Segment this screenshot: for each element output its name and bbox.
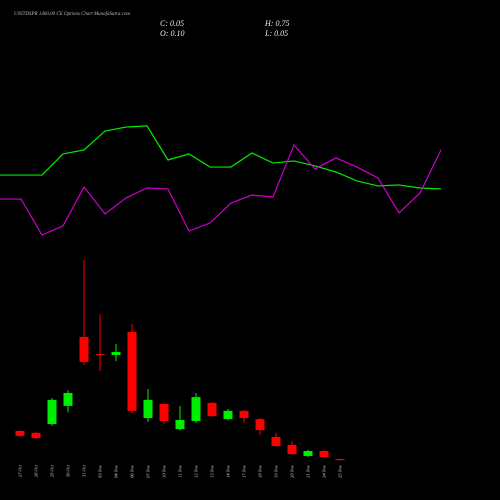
candle-body <box>335 459 345 461</box>
x-tick-label: 06 Nov <box>130 465 135 478</box>
x-tick-label: 17 Nov <box>242 465 247 478</box>
x-tick-label: 10 Nov <box>162 465 167 478</box>
x-tick-label: 14 Nov <box>226 465 231 478</box>
x-tick-label: 27 Oct <box>18 464 23 477</box>
x-tick-label: 28 Oct <box>34 464 39 477</box>
candle-body <box>95 353 105 355</box>
x-tick-label: 13 Nov <box>210 465 215 478</box>
candle-body <box>63 393 73 406</box>
candle-body <box>319 451 329 458</box>
x-tick-label: 20 Nov <box>290 465 295 478</box>
x-tick-label: 31 Oct <box>82 464 87 477</box>
x-tick-label: 25 Nov <box>338 465 343 478</box>
x-tick-label: 19 Nov <box>274 465 279 478</box>
open-label: O: 0.10 <box>160 29 184 38</box>
candle-body <box>255 419 265 431</box>
candle-body <box>287 444 297 455</box>
candle-body <box>239 410 249 419</box>
candle-body <box>31 432 41 439</box>
candle-body <box>159 404 169 422</box>
x-tick-label: 24 Nov <box>322 465 327 478</box>
chart-title: UNITDSPR 1460.00 CE Options Chart Munafa… <box>14 12 130 17</box>
candle-body <box>223 410 233 420</box>
x-tick-label: 12 Nov <box>194 465 199 478</box>
candle-body <box>111 352 121 356</box>
indicator-line <box>0 125 442 190</box>
candle-body <box>303 451 313 456</box>
x-tick-label: 29 Oct <box>50 464 55 477</box>
candle-body <box>271 437 281 447</box>
x-tick-label: 18 Nov <box>258 465 263 478</box>
candle-body <box>79 336 89 362</box>
x-tick-label: 04 Nov <box>114 465 119 478</box>
candle-body <box>15 430 25 436</box>
close-label: C: 0.05 <box>160 19 184 28</box>
candle-body <box>191 397 201 422</box>
x-tick-label: 07 Nov <box>146 465 151 478</box>
indicator-line <box>0 143 442 236</box>
x-tick-label: 21 Nov <box>306 465 311 478</box>
candle-body <box>47 399 57 425</box>
x-tick-label: 11 Nov <box>178 465 183 478</box>
high-label: H: 0.75 <box>264 19 289 28</box>
x-tick-label: 03 Nov <box>98 465 103 478</box>
candle-body <box>175 419 185 430</box>
low-label: L: 0.05 <box>264 29 288 38</box>
candle-body <box>207 402 217 417</box>
x-tick-label: 30 Oct <box>66 464 71 477</box>
candle-body <box>127 331 137 411</box>
candle-body <box>143 399 153 419</box>
